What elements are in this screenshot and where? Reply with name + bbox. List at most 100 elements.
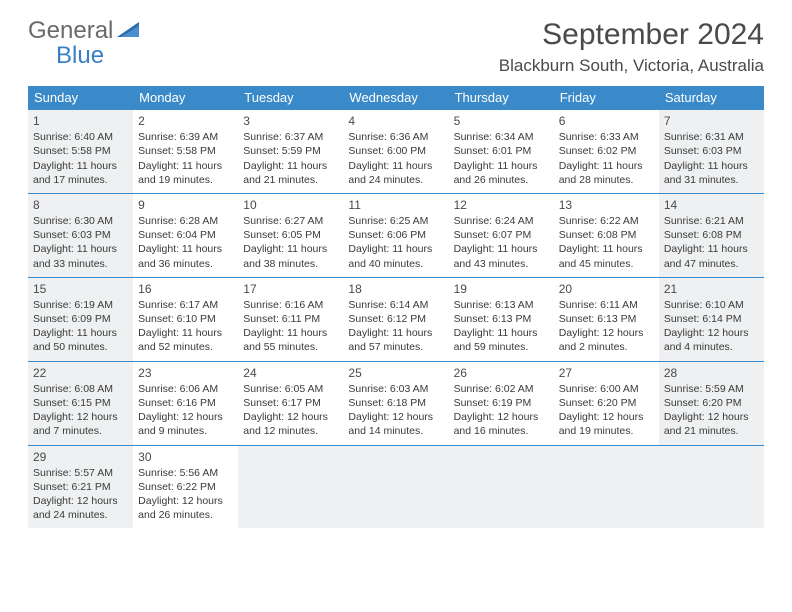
sunrise-line: Sunrise: 6:00 AM [559, 382, 654, 396]
logo-sail-icon [115, 18, 141, 43]
day-number: 4 [348, 113, 443, 129]
day-number: 28 [664, 365, 759, 381]
calendar-day-cell: 4Sunrise: 6:36 AMSunset: 6:00 PMDaylight… [343, 110, 448, 194]
sunrise-line: Sunrise: 6:31 AM [664, 130, 759, 144]
day-number: 19 [454, 281, 549, 297]
calendar-day-cell: 29Sunrise: 5:57 AMSunset: 6:21 PMDayligh… [28, 445, 133, 528]
calendar-day-cell [343, 445, 448, 528]
calendar-day-cell [449, 445, 554, 528]
sunset-line: Sunset: 6:02 PM [559, 144, 654, 158]
day-header: Friday [554, 86, 659, 110]
day-number: 17 [243, 281, 338, 297]
day-header: Thursday [449, 86, 554, 110]
sunrise-line: Sunrise: 6:02 AM [454, 382, 549, 396]
daylight-line: Daylight: 11 hours and 43 minutes. [454, 242, 549, 270]
day-number: 24 [243, 365, 338, 381]
daylight-line: Daylight: 11 hours and 50 minutes. [33, 326, 128, 354]
calendar-day-cell: 12Sunrise: 6:24 AMSunset: 6:07 PMDayligh… [449, 193, 554, 277]
logo-text-blue: Blue [56, 42, 104, 69]
calendar-day-cell: 18Sunrise: 6:14 AMSunset: 6:12 PMDayligh… [343, 277, 448, 361]
day-number: 6 [559, 113, 654, 129]
daylight-line: Daylight: 11 hours and 17 minutes. [33, 159, 128, 187]
calendar-day-cell: 1Sunrise: 6:40 AMSunset: 5:58 PMDaylight… [28, 110, 133, 194]
day-number: 20 [559, 281, 654, 297]
day-number: 23 [138, 365, 233, 381]
sunrise-line: Sunrise: 6:21 AM [664, 214, 759, 228]
sunrise-line: Sunrise: 6:03 AM [348, 382, 443, 396]
day-number: 2 [138, 113, 233, 129]
day-header: Sunday [28, 86, 133, 110]
calendar-day-cell [659, 445, 764, 528]
calendar-day-cell: 7Sunrise: 6:31 AMSunset: 6:03 PMDaylight… [659, 110, 764, 194]
calendar-day-cell: 24Sunrise: 6:05 AMSunset: 6:17 PMDayligh… [238, 361, 343, 445]
day-number: 1 [33, 113, 128, 129]
daylight-line: Daylight: 11 hours and 40 minutes. [348, 242, 443, 270]
sunset-line: Sunset: 6:10 PM [138, 312, 233, 326]
sunset-line: Sunset: 6:08 PM [664, 228, 759, 242]
sunrise-line: Sunrise: 6:40 AM [33, 130, 128, 144]
calendar-week-row: 8Sunrise: 6:30 AMSunset: 6:03 PMDaylight… [28, 193, 764, 277]
sunrise-line: Sunrise: 5:59 AM [664, 382, 759, 396]
sunset-line: Sunset: 6:12 PM [348, 312, 443, 326]
calendar-day-cell: 28Sunrise: 5:59 AMSunset: 6:20 PMDayligh… [659, 361, 764, 445]
calendar-day-cell [554, 445, 659, 528]
daylight-line: Daylight: 12 hours and 24 minutes. [33, 494, 128, 522]
sunset-line: Sunset: 6:08 PM [559, 228, 654, 242]
sunset-line: Sunset: 6:03 PM [33, 228, 128, 242]
day-number: 22 [33, 365, 128, 381]
sunrise-line: Sunrise: 6:39 AM [138, 130, 233, 144]
calendar-body: 1Sunrise: 6:40 AM Sunset: 5:58 PM Daylight… [28, 110, 764, 529]
daylight-line: Daylight: 12 hours and 16 minutes. [454, 410, 549, 438]
calendar-day-cell: 17Sunrise: 6:16 AMSunset: 6:11 PMDayligh… [238, 277, 343, 361]
daylight-line: Daylight: 11 hours and 33 minutes. [33, 242, 128, 270]
calendar-week-row: 22Sunrise: 6:08 AMSunset: 6:15 PMDayligh… [28, 361, 764, 445]
sunrise-line: Sunrise: 6:24 AM [454, 214, 549, 228]
calendar-week-row: 1Sunrise: 6:40 AM Sunset: 5:58 PM Daylight… [28, 110, 764, 194]
sunset-line: Sunset: 6:22 PM [138, 480, 233, 494]
day-number: 15 [33, 281, 128, 297]
sunrise-line: Sunrise: 6:33 AM [559, 130, 654, 144]
sunset-line: Sunset: 6:20 PM [664, 396, 759, 410]
day-header: Monday [133, 86, 238, 110]
calendar-week-row: 15Sunrise: 6:19 AMSunset: 6:09 PMDayligh… [28, 277, 764, 361]
day-number: 13 [559, 197, 654, 213]
sunset-line: Sunset: 6:03 PM [664, 144, 759, 158]
sunset-line: Sunset: 6:07 PM [454, 228, 549, 242]
sunset-line: Sunset: 6:11 PM [243, 312, 338, 326]
calendar-day-cell: 30Sunrise: 5:56 AMSunset: 6:22 PMDayligh… [133, 445, 238, 528]
sunset-line: Sunset: 6:13 PM [559, 312, 654, 326]
day-number: 7 [664, 113, 759, 129]
sunset-line: Sunset: 6:17 PM [243, 396, 338, 410]
sunrise-line: Sunrise: 6:28 AM [138, 214, 233, 228]
sunrise-line: Sunrise: 6:17 AM [138, 298, 233, 312]
sunset-line: Sunset: 5:58 PM [138, 144, 233, 158]
day-number: 5 [454, 113, 549, 129]
calendar-day-cell: 13Sunrise: 6:22 AMSunset: 6:08 PMDayligh… [554, 193, 659, 277]
calendar-day-cell [238, 445, 343, 528]
sunrise-line: Sunrise: 6:37 AM [243, 130, 338, 144]
sunrise-line: Sunrise: 6:11 AM [559, 298, 654, 312]
title-block: September 2024 Blackburn South, Victoria… [499, 18, 764, 76]
day-number: 8 [33, 197, 128, 213]
calendar-week-row: 29Sunrise: 5:57 AMSunset: 6:21 PMDayligh… [28, 445, 764, 528]
daylight-line: Daylight: 12 hours and 12 minutes. [243, 410, 338, 438]
daylight-line: Daylight: 11 hours and 21 minutes. [243, 159, 338, 187]
logo-text-general: General [28, 17, 113, 44]
sunrise-line: Sunrise: 6:16 AM [243, 298, 338, 312]
calendar-day-cell: 14Sunrise: 6:21 AMSunset: 6:08 PMDayligh… [659, 193, 764, 277]
sunset-line: Sunset: 6:00 PM [348, 144, 443, 158]
sunset-line: Sunset: 6:01 PM [454, 144, 549, 158]
day-number: 9 [138, 197, 233, 213]
calendar-day-cell: 16Sunrise: 6:17 AMSunset: 6:10 PMDayligh… [133, 277, 238, 361]
daylight-line: Daylight: 11 hours and 24 minutes. [348, 159, 443, 187]
sunset-line: Sunset: 6:15 PM [33, 396, 128, 410]
sunset-line: Sunset: 6:16 PM [138, 396, 233, 410]
sunrise-line: Sunrise: 6:06 AM [138, 382, 233, 396]
sunrise-line: Sunrise: 6:34 AM [454, 130, 549, 144]
sunrise-line: Sunrise: 5:56 AM [138, 466, 233, 480]
calendar-day-cell: 9Sunrise: 6:28 AMSunset: 6:04 PMDaylight… [133, 193, 238, 277]
sunrise-line: Sunrise: 6:30 AM [33, 214, 128, 228]
day-number: 11 [348, 197, 443, 213]
calendar-day-cell: 6Sunrise: 6:33 AMSunset: 6:02 PMDaylight… [554, 110, 659, 194]
day-number: 12 [454, 197, 549, 213]
